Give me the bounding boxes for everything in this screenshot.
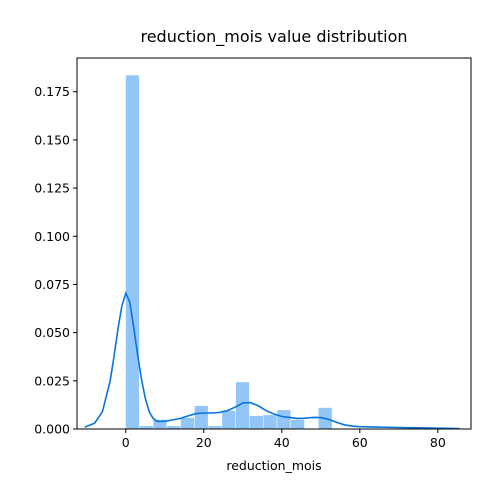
x-tick-label: 20 (196, 435, 212, 450)
x-axis: 0 20 40 60 80 (122, 429, 446, 450)
kde-line (84, 290, 460, 430)
plot-frame (76, 57, 472, 430)
y-axis: 0.000 0.025 0.050 0.075 0.100 0.125 0.150 0.175 (34, 84, 77, 437)
histogram-bar (277, 410, 291, 429)
y-tick-label: 0.100 (34, 229, 70, 244)
x-tick-label: 40 (274, 435, 290, 450)
y-tick-label: 0.025 (34, 373, 70, 388)
x-axis-label: reduction_mois (226, 458, 321, 473)
histogram-bar (291, 419, 305, 429)
kde-layer (84, 290, 460, 430)
y-tick-label: 0.000 (34, 422, 70, 437)
y-tick-label: 0.150 (34, 132, 70, 147)
histogram-bar (180, 417, 195, 429)
x-tick-label: 0 (122, 435, 130, 450)
histogram-bar (139, 426, 153, 429)
histogram-bar (167, 426, 181, 429)
histogram-bar (208, 426, 222, 429)
y-tick-label: 0.075 (34, 277, 70, 292)
histogram-bar (249, 415, 263, 429)
x-tick-label: 80 (430, 435, 446, 450)
y-tick-label: 0.175 (34, 84, 70, 99)
histogram-bar (235, 382, 250, 429)
histogram-bar (194, 405, 208, 429)
x-tick-label: 60 (352, 435, 368, 450)
y-tick-label: 0.050 (34, 325, 70, 340)
histogram-bar (222, 410, 236, 429)
y-tick-label: 0.125 (34, 181, 70, 196)
histogram-bars (125, 75, 332, 429)
chart-title: reduction_mois value distribution (140, 27, 407, 47)
histogram-bar (263, 415, 277, 429)
histogram-bar (125, 75, 140, 429)
histogram-bar (153, 419, 167, 429)
